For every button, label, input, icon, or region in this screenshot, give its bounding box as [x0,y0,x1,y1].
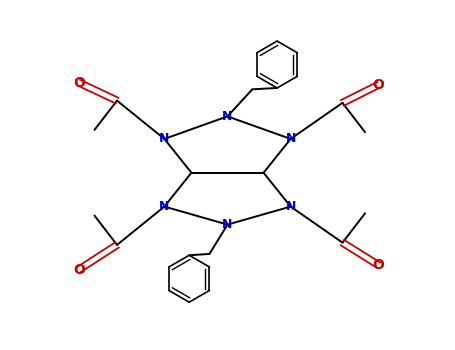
Text: N: N [285,200,296,213]
Text: N: N [222,110,233,123]
Text: N: N [222,218,233,231]
Text: O: O [373,78,384,92]
Text: O: O [73,263,85,277]
Text: N: N [285,132,296,145]
Text: N: N [159,132,170,145]
Text: O: O [373,258,384,272]
Text: O: O [73,76,85,90]
Text: N: N [159,200,170,213]
